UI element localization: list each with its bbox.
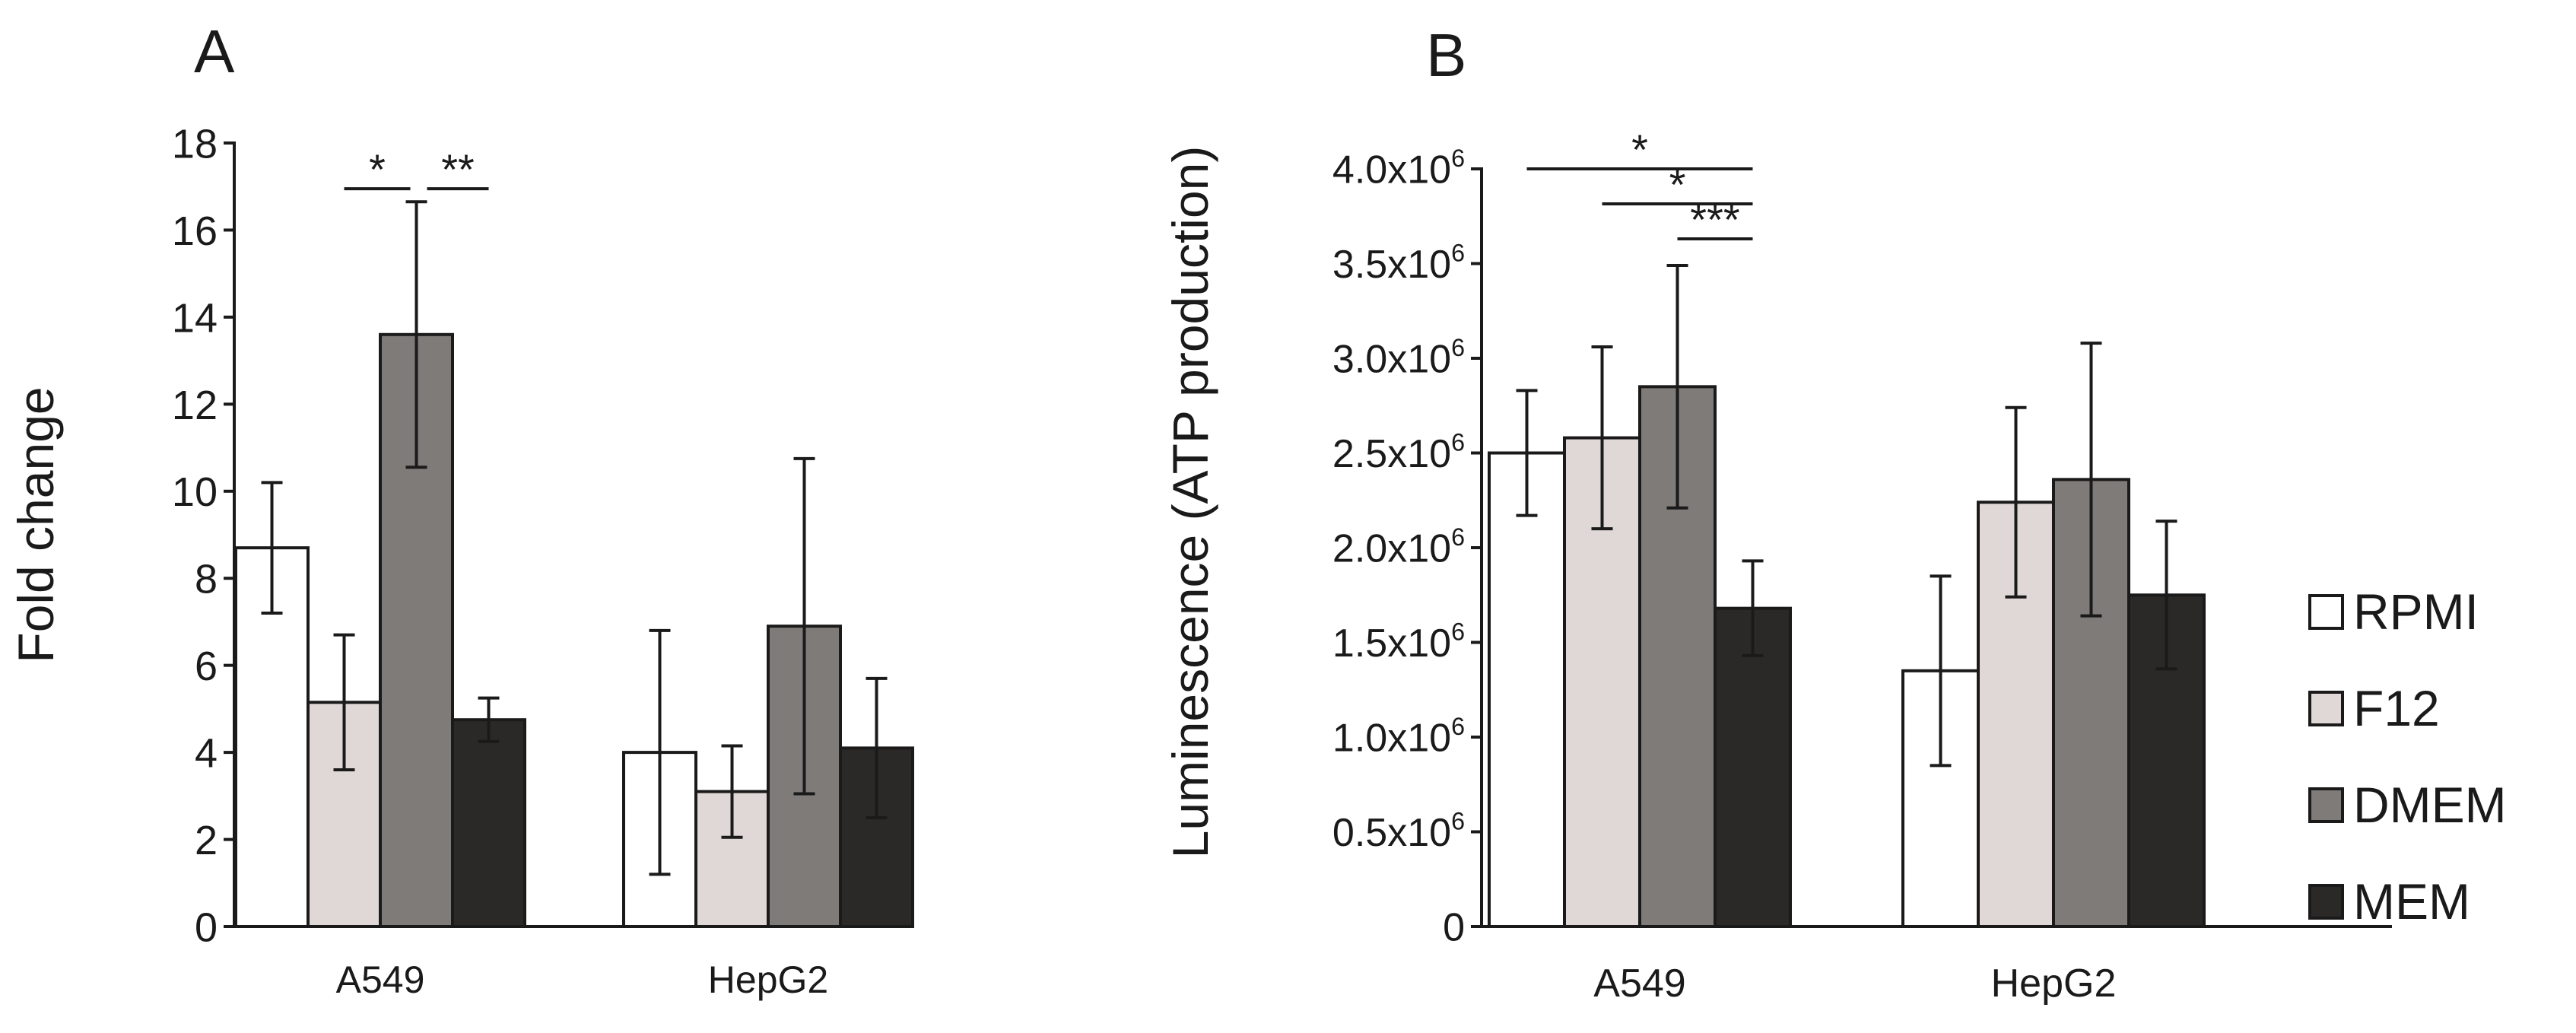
y-tick-label: 12 xyxy=(172,383,218,428)
legend: RPMI F12 DMEM MEM xyxy=(2308,583,2507,930)
bar-mem-a549 xyxy=(451,718,526,928)
y-tick-label: 8 xyxy=(195,557,218,602)
y-tick-label-text: 2 xyxy=(195,818,218,863)
significance-marker: * xyxy=(1669,161,1686,208)
y-tick-label: 1.0x106 xyxy=(1332,713,1465,761)
y-tick-label-text: 0 xyxy=(195,904,218,950)
y-tick-label: 2 xyxy=(195,818,218,863)
y-tick-label-text: 16 xyxy=(172,208,218,254)
panel-b-y-axis-label: Luminescence (ATP production) xyxy=(1162,146,1218,859)
x-category-label: A549 xyxy=(1593,961,1685,1006)
panel-b-chart: B Luminescence (ATP production) 00.5x106… xyxy=(1162,21,2392,1006)
significance-marker: * xyxy=(1631,126,1648,173)
y-tick-label: 0 xyxy=(1443,906,1465,950)
y-tick-label-text: 3.5x10 xyxy=(1332,243,1451,287)
y-tick-label-text: 18 xyxy=(172,121,218,167)
x-category-label: HepG2 xyxy=(708,958,828,1001)
y-tick-label: 3.0x106 xyxy=(1332,334,1465,382)
y-tick-label-text: 4 xyxy=(195,731,218,777)
x-category-label: HepG2 xyxy=(1991,961,2117,1006)
y-tick-label: 2.5x106 xyxy=(1332,428,1465,476)
y-tick-label: 4.0x106 xyxy=(1332,145,1465,192)
y-tick-label: 2.0x106 xyxy=(1332,523,1465,571)
legend-label-dmem: DMEM xyxy=(2353,777,2507,833)
y-tick-label: 0 xyxy=(195,904,218,950)
y-tick-exponent: 6 xyxy=(1451,618,1465,645)
significance-marker: ** xyxy=(441,145,475,193)
y-tick-exponent: 6 xyxy=(1451,334,1465,361)
y-tick-label: 10 xyxy=(172,469,218,515)
y-tick-label: 0.5x106 xyxy=(1332,807,1465,855)
significance-marker: *** xyxy=(1690,195,1739,243)
legend-label-rpmi: RPMI xyxy=(2353,583,2479,640)
y-tick-label-text: 2.0x10 xyxy=(1332,527,1451,571)
y-tick-label: 4 xyxy=(195,731,218,777)
y-tick-label-text: 4.0x10 xyxy=(1332,148,1451,192)
legend-label-f12: F12 xyxy=(2353,680,2440,736)
legend-swatch-f12 xyxy=(2308,691,2344,726)
bar-rpmi-a549 xyxy=(1488,451,1566,928)
y-tick-label: 3.5x106 xyxy=(1332,239,1465,287)
significance-marker: * xyxy=(369,145,386,193)
y-tick-exponent: 6 xyxy=(1451,713,1465,740)
y-tick-exponent: 6 xyxy=(1451,145,1465,172)
panel-a-letter: A xyxy=(194,17,235,85)
y-tick-label-text: 1.0x10 xyxy=(1332,717,1451,761)
y-tick-label: 16 xyxy=(172,208,218,254)
y-tick-label-text: 0 xyxy=(1443,906,1465,950)
legend-swatch-rpmi xyxy=(2308,594,2344,630)
y-tick-label-text: 10 xyxy=(172,469,218,515)
y-tick-label-text: 1.5x10 xyxy=(1332,621,1451,666)
y-tick-label-text: 6 xyxy=(195,644,218,689)
y-tick-exponent: 6 xyxy=(1451,428,1465,456)
y-tick-exponent: 6 xyxy=(1451,239,1465,266)
y-tick-label-text: 0.5x10 xyxy=(1332,811,1451,855)
x-category-label: A549 xyxy=(336,958,425,1001)
y-tick-exponent: 6 xyxy=(1451,807,1465,834)
y-tick-label-text: 12 xyxy=(172,383,218,428)
legend-swatch-mem xyxy=(2308,884,2344,920)
legend-swatch-dmem xyxy=(2308,787,2344,823)
y-tick-exponent: 6 xyxy=(1451,523,1465,551)
y-tick-label-text: 14 xyxy=(172,295,218,341)
y-tick-label-text: 2.5x10 xyxy=(1332,432,1451,476)
y-tick-label: 14 xyxy=(172,295,218,341)
panel-b-letter: B xyxy=(1426,21,1466,89)
y-tick-label: 1.5x106 xyxy=(1332,618,1465,666)
y-tick-label-text: 3.0x10 xyxy=(1332,338,1451,382)
y-tick-label: 6 xyxy=(195,644,218,689)
bar-mem-a549 xyxy=(1714,606,1792,928)
legend-label-mem: MEM xyxy=(2353,873,2470,930)
y-tick-label: 18 xyxy=(172,121,218,167)
panel-a-y-axis-label: Fold change xyxy=(8,386,64,663)
y-tick-label-text: 8 xyxy=(195,557,218,602)
